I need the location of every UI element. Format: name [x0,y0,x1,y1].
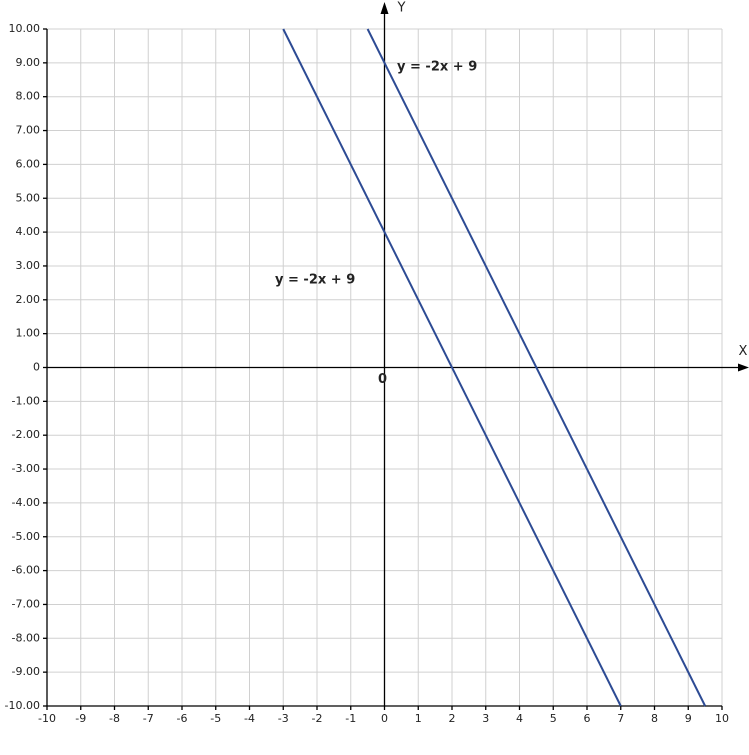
y-tick-label: 0 [33,361,40,374]
x-tick-label: -4 [244,712,255,725]
y-tick-label: -7.00 [12,597,40,610]
x-tick-label: 7 [617,712,624,725]
x-tick-label: -9 [75,712,86,725]
y-axis-label: Y [397,1,406,16]
y-tick-label: 8.00 [16,90,41,103]
origin-label: 0 [378,372,387,387]
y-tick-label: 1.00 [16,327,41,340]
x-tick-label: 5 [550,712,557,725]
x-tick-label: -10 [38,712,56,725]
x-tick-label: 0 [381,712,388,725]
y-tick-label: -10.00 [5,699,40,712]
axes [43,2,749,710]
y-tick-label: -3.00 [12,462,40,475]
x-tick-label: 3 [482,712,489,725]
line-label: y = -2x + 9 [397,60,477,75]
x-tick-label: 2 [449,712,456,725]
y-tick-label: 2.00 [16,293,41,306]
y-tick-label: 9.00 [16,56,41,69]
x-tick-label: -3 [278,712,289,725]
x-tick-label: 6 [584,712,591,725]
y-tick-label: -6.00 [12,564,40,577]
y-tick-label: -9.00 [12,665,40,678]
y-tick-label: -5.00 [12,530,40,543]
x-tick-label: 10 [715,712,729,725]
y-tick-label: -2.00 [12,428,40,441]
x-tick-label: 8 [651,712,658,725]
y-arrow [380,2,389,14]
y-tick-label: -1.00 [12,394,40,407]
x-tick-label: 4 [516,712,523,725]
y-tick-label: 4.00 [16,225,41,238]
y-tick-label: 6.00 [16,157,41,170]
y-tick-label: -8.00 [12,631,40,644]
x-axis-label: X [739,344,748,359]
y-tick-label: 3.00 [16,259,41,272]
y-tick-label: -4.00 [12,496,40,509]
x-tick-label: -8 [109,712,120,725]
x-tick-label: -1 [345,712,356,725]
x-tick-label: 1 [415,712,422,725]
x-tick-label: -6 [177,712,188,725]
line-label: y = -2x + 9 [275,273,355,288]
x-tick-label: -7 [143,712,154,725]
marks [282,28,707,707]
x-tick-label: -2 [312,712,323,725]
y-tick-label: 7.00 [16,124,41,137]
series-line [282,28,622,707]
x-arrow [738,363,749,372]
y-tick-label: 5.00 [16,191,41,204]
series-line [366,28,707,707]
labels: -10 -9 -8 -7 -6 -5 -4 -3 -2 -1 0 1 2 3 4 5 6 7 8 9 1010.009.… [5,1,748,726]
x-tick-label: -5 [210,712,221,725]
x-tick-label: 9 [685,712,692,725]
y-tick-label: 10.00 [9,22,41,35]
